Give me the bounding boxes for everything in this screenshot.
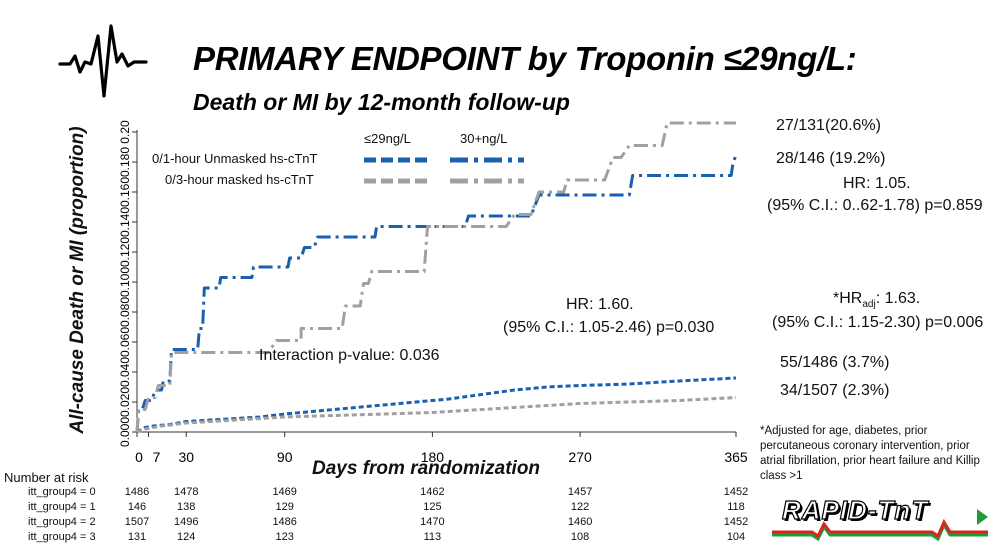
risk-cell: 1469 bbox=[272, 486, 297, 498]
risk-row-label: itt_group4 = 3 bbox=[28, 531, 96, 543]
risk-cell: 108 bbox=[570, 531, 590, 543]
hr-adj-value: : 1.63. bbox=[875, 290, 921, 307]
stat-low-unmasked: 55/1486 (3.7%) bbox=[780, 354, 890, 371]
x-tick-label: 90 bbox=[277, 449, 293, 465]
y-tick-label: 0.000 bbox=[118, 417, 132, 447]
risk-row-label: itt_group4 = 0 bbox=[28, 486, 96, 498]
risk-cell: 124 bbox=[177, 531, 196, 543]
risk-cell: 1470 bbox=[420, 516, 445, 528]
interaction-annotation: Interaction p-value: 0.036 bbox=[259, 347, 440, 364]
legend-header-low: ≤29ng/L bbox=[364, 131, 411, 146]
hr-adj-prefix: *HR bbox=[833, 290, 863, 307]
ci-top: (95% C.I.: 0..62-1.78) p=0.859 bbox=[767, 197, 983, 214]
ci-adj: (95% C.I.: 1.15-2.30) p=0.006 bbox=[772, 314, 984, 331]
footnote: *Adjusted for age, diabetes, prior percu… bbox=[760, 425, 980, 482]
hr-adj: *HRadj: 1.63. bbox=[833, 290, 920, 310]
risk-cell: 118 bbox=[727, 501, 745, 513]
series-line-0 bbox=[136, 376, 737, 434]
y-tick-label: 0.20 bbox=[118, 120, 132, 144]
x-tick-label: 0 bbox=[135, 449, 143, 465]
y-tick-label: 0.120 bbox=[118, 237, 132, 267]
series-line-2 bbox=[136, 396, 737, 434]
risk-cell: 129 bbox=[275, 501, 294, 513]
x-tick-label: 270 bbox=[568, 449, 592, 465]
risk-cell: 1478 bbox=[173, 486, 199, 498]
legend-row-unmasked: 0/1-hour Unmasked hs-cTnT bbox=[152, 151, 318, 166]
y-tick-label: 0.060 bbox=[118, 327, 132, 357]
page-title: PRIMARY ENDPOINT by Troponin ≤29ng/L: bbox=[193, 40, 857, 77]
risk-row-label: itt_group4 = 1 bbox=[28, 501, 96, 513]
risk-cell: 1486 bbox=[272, 516, 297, 528]
risk-row-label: itt_group4 = 2 bbox=[28, 516, 96, 528]
x-axis-label: Days from randomization bbox=[312, 458, 541, 479]
y-tick-label: 0.160 bbox=[118, 177, 132, 207]
y-axis-label-text: All-cause Death or MI (proportion) bbox=[67, 126, 88, 434]
heartbeat-icon bbox=[58, 24, 148, 98]
risk-cell: 104 bbox=[726, 531, 746, 543]
risk-cell: 131 bbox=[127, 531, 147, 543]
risk-cell: 1460 bbox=[567, 516, 593, 528]
stat-high-masked: 27/131(20.6%) bbox=[776, 117, 881, 134]
series-line-3 bbox=[135, 121, 736, 433]
page-subtitle: Death or MI by 12-month follow-up bbox=[193, 89, 570, 115]
risk-cell: 1507 bbox=[124, 516, 150, 528]
y-tick-label: 0.040 bbox=[118, 357, 132, 387]
risk-cell: 113 bbox=[423, 531, 442, 543]
legend-row-masked: 0/3-hour masked hs-cTnT bbox=[165, 172, 314, 187]
risk-cell: 146 bbox=[127, 501, 147, 513]
x-tick-label: 30 bbox=[178, 449, 194, 465]
ci-annotation: (95% C.I.: 1.05-2.46) p=0.030 bbox=[503, 319, 715, 336]
hr-annotation: HR: 1.60. bbox=[566, 296, 634, 313]
risk-cell: 122 bbox=[570, 501, 590, 513]
y-tick-label: 0.100 bbox=[118, 267, 132, 297]
y-tick-label: 0.180 bbox=[118, 147, 132, 177]
y-axis-label: All-cause Death or MI (proportion) bbox=[67, 126, 89, 433]
risk-cell: 1462 bbox=[420, 486, 445, 498]
risk-cell: 125 bbox=[423, 501, 442, 513]
x-tick-label: 180 bbox=[421, 449, 445, 465]
hr-adj-sub: adj bbox=[862, 299, 876, 311]
y-tick-label: 0.140 bbox=[118, 207, 132, 237]
logo: RAPID-TnT bbox=[781, 494, 929, 525]
x-tick-label: 7 bbox=[153, 449, 161, 465]
risk-cell: 1452 bbox=[723, 516, 749, 528]
risk-cell: 1486 bbox=[124, 486, 150, 498]
series-line-1 bbox=[135, 154, 738, 433]
hr-top: HR: 1.05. bbox=[843, 175, 911, 192]
risk-cell: 1457 bbox=[567, 486, 593, 498]
x-tick-label: 365 bbox=[724, 449, 748, 465]
stat-low-masked: 34/1507 (2.3%) bbox=[780, 382, 890, 399]
legend-header-high: 30+ng/L bbox=[460, 131, 508, 146]
logo-ecg-icon bbox=[772, 509, 988, 541]
y-tick-label: 0.020 bbox=[118, 387, 132, 417]
risk-cell: 1496 bbox=[173, 516, 199, 528]
y-tick-label: 0.080 bbox=[118, 297, 132, 327]
risk-table-title: Number at risk bbox=[4, 470, 89, 485]
risk-cell: 138 bbox=[177, 501, 196, 513]
stat-high-unmasked: 28/146 (19.2%) bbox=[776, 150, 886, 167]
risk-cell: 1452 bbox=[723, 486, 749, 498]
risk-cell: 123 bbox=[275, 531, 294, 543]
